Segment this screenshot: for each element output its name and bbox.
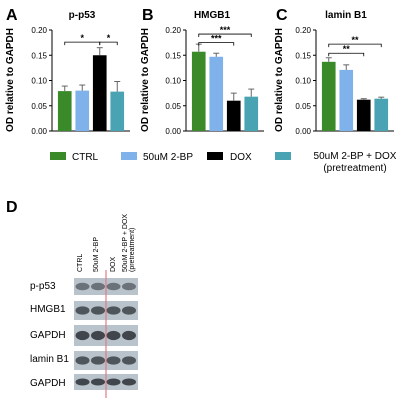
blot-band-3-1 (91, 356, 105, 365)
blot-band-2-3 (122, 330, 136, 341)
chart-title-c: lamin B1 (325, 10, 367, 21)
y-tick-label-c-0: 0.00 (295, 127, 311, 136)
panel-letter-c: C (276, 7, 288, 24)
significance-bracket-b-0 (198, 33, 252, 38)
western-blot: CTRL 50uM 2-BP DOX 50uM 2-BP + DOX (pret… (30, 214, 138, 398)
y-tick-label-a-2: 0.10 (31, 77, 47, 86)
significance-label-b-1: *** (211, 34, 222, 44)
blot-band-4-0 (75, 378, 90, 386)
significance-label-a-0: * (80, 33, 84, 43)
legend-swatch-ctrl (50, 152, 66, 160)
y-tick-label-a-4: 0.20 (31, 26, 47, 35)
blot-band-0-0 (75, 282, 90, 291)
blot-band-4-2 (106, 378, 121, 386)
bar-b-0 (191, 51, 206, 132)
lane-label-dox: DOX (110, 257, 117, 273)
y-tick-label-c-3: 0.15 (295, 51, 311, 60)
blot-band-3-2 (106, 356, 121, 365)
y-axis-label-b: OD relative to GAPDH (140, 28, 151, 132)
bar-a-2 (92, 55, 107, 131)
chart-title-a: p-p53 (69, 10, 96, 21)
legend-label-ctrl: CTRL (72, 152, 99, 163)
blot-row-label-gapdh-1: GAPDH (30, 330, 66, 341)
y-tick-label-b-4: 0.20 (165, 26, 181, 35)
blot-band-1-3 (122, 306, 136, 315)
panel-letter-b: B (142, 7, 154, 24)
y-tick-label-c-4: 0.20 (295, 26, 311, 35)
y-tick-label-a-3: 0.15 (31, 51, 47, 60)
blot-band-0-2 (106, 282, 121, 291)
legend-label-combo: 50uM 2-BP + DOX (314, 151, 397, 162)
blot-band-4-1 (91, 378, 105, 386)
significance-label-b-0: *** (220, 25, 231, 35)
bar-a-3 (110, 91, 125, 131)
blot-band-0-1 (91, 282, 105, 291)
blot-row-label-hmgb1: HMGB1 (30, 304, 66, 315)
blot-band-4-3 (122, 378, 136, 386)
bar-a-0 (57, 91, 72, 131)
y-tick-label-a-0: 0.00 (31, 127, 47, 136)
y-tick-label-b-1: 0.05 (165, 102, 181, 111)
significance-label-c-1: ** (343, 44, 351, 54)
bar-b-3 (244, 96, 259, 131)
legend: CTRL 50uM 2-BP DOX 50uM 2-BP + DOX (pret… (50, 151, 397, 174)
bar-c-2 (356, 99, 371, 131)
significance-label-a-1: * (107, 33, 111, 43)
y-tick-label-b-3: 0.15 (165, 51, 181, 60)
bar-b-2 (226, 100, 241, 131)
y-tick-label-b-0: 0.00 (165, 127, 181, 136)
legend-swatch-combo (275, 152, 291, 160)
blot-band-0-3 (122, 282, 136, 291)
lane-label-ctrl: CTRL (77, 254, 84, 272)
blot-band-1-1 (91, 306, 105, 315)
y-tick-label-c-1: 0.05 (295, 102, 311, 111)
blot-band-2-2 (106, 330, 121, 341)
significance-bracket-a-1 (99, 41, 118, 46)
blot-band-1-0 (75, 306, 90, 315)
legend-label-2bp: 50uM 2-BP (143, 152, 193, 163)
bar-c-0 (321, 61, 336, 131)
significance-bracket-c-1 (328, 52, 365, 57)
y-tick-label-a-1: 0.05 (31, 102, 47, 111)
bar-c-3 (374, 98, 389, 131)
blot-band-3-0 (75, 356, 90, 365)
lane-label-2bp: 50uM 2-BP (93, 237, 100, 272)
y-axis-label-a: OD relative to GAPDH (5, 28, 16, 132)
significance-bracket-c-0 (328, 43, 382, 48)
significance-label-c-0: ** (351, 35, 359, 45)
legend-swatch-dox (207, 152, 223, 160)
blot-band-2-1 (91, 330, 105, 341)
legend-label-dox: DOX (230, 152, 252, 163)
y-axis-label-c: OD relative to GAPDH (274, 28, 285, 132)
blot-strips (74, 270, 138, 398)
blot-row-label-gapdh-2: GAPDH (30, 378, 66, 389)
legend-label-combo-sub: (pretreatment) (323, 163, 386, 174)
blot-row-label-pp53: p-p53 (30, 281, 56, 292)
blot-band-3-3 (122, 356, 136, 365)
bar-c-1 (339, 69, 354, 131)
blot-band-2-0 (75, 330, 90, 341)
panel-letter-d: D (6, 199, 18, 216)
lane-label-combo-sub: (pretreatment) (129, 228, 136, 272)
y-tick-label-b-2: 0.10 (165, 77, 181, 86)
chart-title-b: HMGB1 (194, 10, 231, 21)
bar-a-1 (75, 90, 90, 131)
panel-letter-a: A (6, 7, 18, 24)
bar-b-1 (209, 56, 224, 131)
significance-bracket-b-1 (198, 42, 235, 46)
y-tick-label-c-2: 0.10 (295, 77, 311, 86)
blot-row-label-laminb1: lamin B1 (30, 354, 69, 365)
charts-group: 0.000.050.100.150.20* *0.000.050.100.150.… (31, 25, 394, 136)
blot-band-1-2 (106, 306, 121, 315)
lane-label-combo: 50uM 2-BP + DOX (122, 214, 129, 272)
legend-swatch-2bp (121, 152, 137, 160)
